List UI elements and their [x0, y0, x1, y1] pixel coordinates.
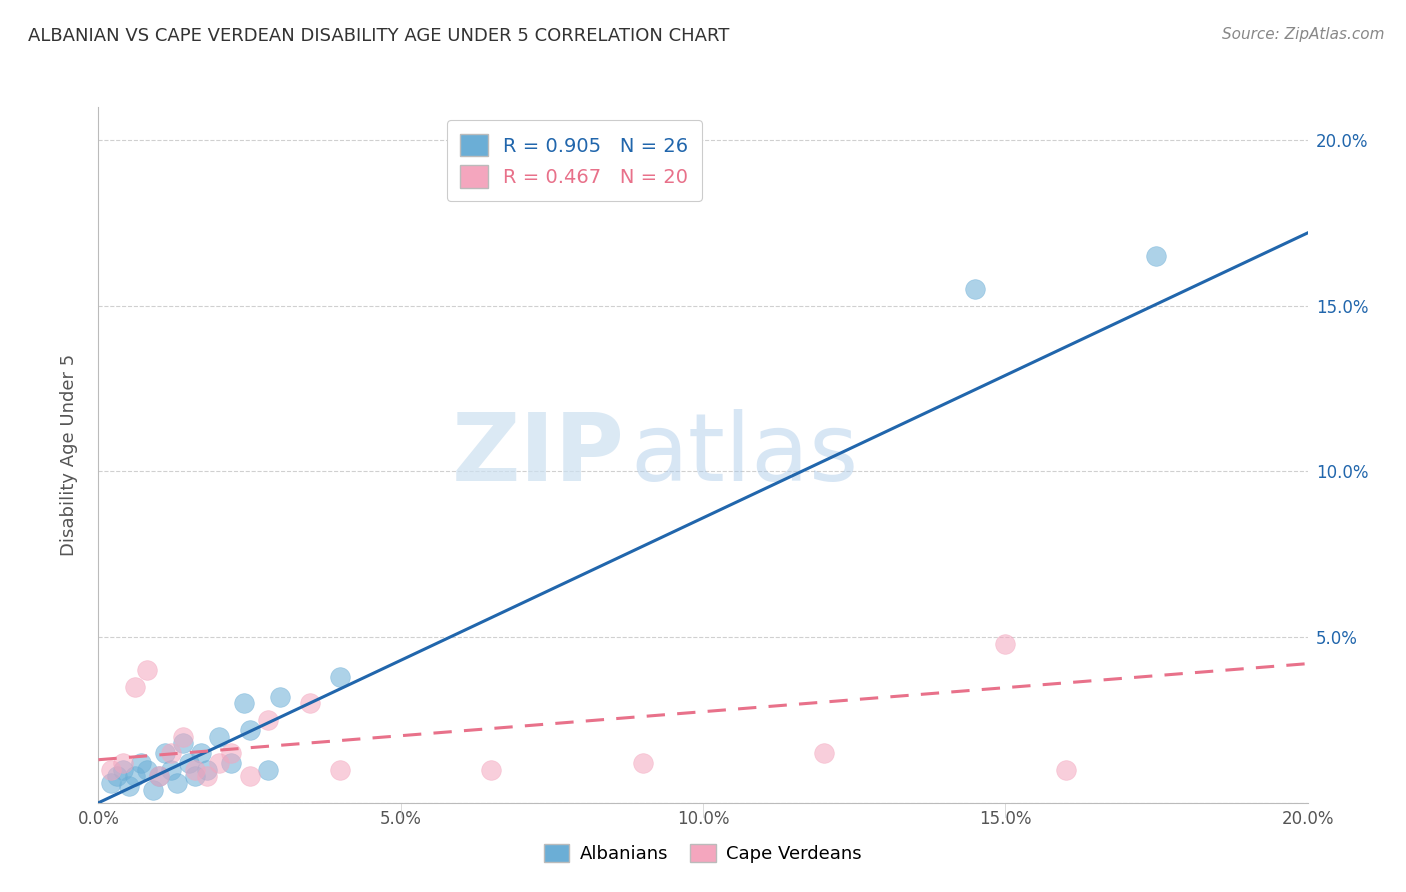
Point — [153, 746, 176, 760]
Point — [172, 730, 194, 744]
Point — [172, 736, 194, 750]
Text: atlas: atlas — [630, 409, 859, 501]
Text: ZIP: ZIP — [451, 409, 624, 501]
Point — [329, 670, 352, 684]
Point — [221, 746, 243, 760]
Point — [124, 680, 146, 694]
Text: ALBANIAN VS CAPE VERDEAN DISABILITY AGE UNDER 5 CORRELATION CHART: ALBANIAN VS CAPE VERDEAN DISABILITY AGE … — [28, 27, 730, 45]
Point — [135, 763, 157, 777]
Text: Source: ZipAtlas.com: Source: ZipAtlas.com — [1222, 27, 1385, 42]
Point — [1054, 763, 1077, 777]
Point — [239, 769, 262, 783]
Point — [256, 713, 278, 727]
Point — [299, 697, 322, 711]
Point — [184, 763, 207, 777]
Point — [1144, 249, 1167, 263]
Point — [100, 763, 122, 777]
Point — [166, 776, 188, 790]
Point — [124, 769, 146, 783]
Point — [179, 756, 201, 770]
Point — [184, 769, 207, 783]
Point — [111, 763, 134, 777]
Point — [195, 769, 218, 783]
Point — [239, 723, 262, 737]
Point — [142, 782, 165, 797]
Point — [813, 746, 835, 760]
Point — [965, 282, 987, 296]
Point — [135, 663, 157, 677]
Point — [631, 756, 654, 770]
Point — [118, 779, 141, 793]
Point — [100, 776, 122, 790]
Point — [221, 756, 243, 770]
Legend: Albanians, Cape Verdeans: Albanians, Cape Verdeans — [537, 837, 869, 871]
Point — [208, 756, 231, 770]
Point — [111, 756, 134, 770]
Point — [105, 769, 128, 783]
Point — [481, 763, 503, 777]
Point — [195, 763, 218, 777]
Point — [208, 730, 231, 744]
Y-axis label: Disability Age Under 5: Disability Age Under 5 — [59, 354, 77, 556]
Point — [232, 697, 254, 711]
Point — [148, 769, 170, 783]
Point — [269, 690, 291, 704]
Point — [160, 746, 183, 760]
Point — [190, 746, 212, 760]
Point — [329, 763, 352, 777]
Point — [256, 763, 278, 777]
Point — [994, 637, 1017, 651]
Point — [148, 769, 170, 783]
Point — [160, 763, 183, 777]
Point — [129, 756, 152, 770]
